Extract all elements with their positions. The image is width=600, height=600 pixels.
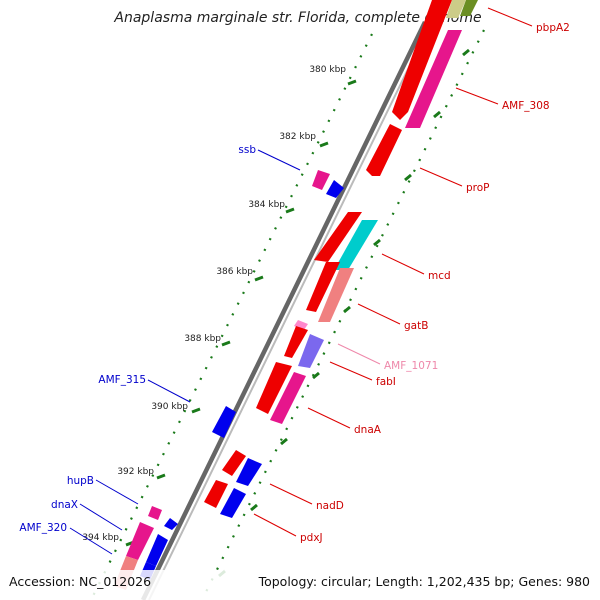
gene-prop-feature (366, 124, 402, 176)
position-label-390: 390 kbp (151, 402, 188, 412)
position-label-382: 382 kbp (279, 132, 316, 142)
gene-label-hupb[interactable]: hupB (67, 475, 94, 487)
gene-hupb-feature (148, 506, 162, 520)
gene-pdxj-feature (204, 480, 228, 508)
gene-label-pbpa2[interactable]: pbpA2 (536, 22, 570, 34)
gene-label-fabi[interactable]: fabI (376, 376, 396, 388)
gene-pbpa2-feature (460, 0, 478, 16)
orf-feature-3 (306, 262, 340, 312)
genome-backbone (140, 21, 428, 600)
gene-gatb-feature (318, 268, 354, 322)
position-label-384: 384 kbp (248, 200, 285, 210)
position-label-388: 388 kbp (184, 334, 221, 344)
gene-amf1071-feature (294, 320, 308, 330)
gene-label-prop[interactable]: proP (466, 182, 490, 194)
gene-label-dnaa[interactable]: dnaA (354, 424, 382, 436)
gene-label-amf1071[interactable]: AMF_1071 (384, 360, 438, 372)
position-label-394: 394 kbp (82, 533, 119, 543)
gene-label-gatb[interactable]: gatB (404, 320, 428, 332)
orf-feature-4 (284, 326, 308, 358)
gene-fabi-feature (298, 334, 324, 368)
gene-pdxj-feature-2 (220, 488, 246, 518)
right-leader-lines (253, 7, 533, 537)
orf-feature-2 (314, 212, 362, 262)
footer-bar (0, 570, 600, 600)
left-leader-lines (69, 149, 301, 555)
genome-summary-text: Topology: circular; Length: 1,202,435 bp… (258, 574, 590, 589)
gene-amf315-feature (212, 406, 236, 438)
gene-amf320-feature-2 (146, 534, 168, 566)
genome-backbone-highlight (148, 21, 432, 600)
gene-amf320-feature (126, 522, 154, 560)
accession-text: Accession: NC_012026 (9, 574, 151, 589)
gene-label-amf320[interactable]: AMF_320 (19, 522, 67, 534)
gene-label-dnax[interactable]: dnaX (51, 499, 78, 511)
gene-amf308-feature (405, 30, 462, 128)
gene-label-mcd[interactable]: mcd (428, 270, 451, 282)
position-label-386: 386 kbp (216, 267, 253, 277)
gene-label-ssb[interactable]: ssb (238, 144, 256, 156)
gene-pbpa2-feature-light (446, 0, 466, 18)
gene-nadd-feature (222, 450, 246, 476)
orf-feature (392, 0, 452, 120)
inner-ring-ticks (218, 48, 470, 578)
map-title: Anaplasma marginale str. Florida, comple… (113, 10, 481, 26)
gene-dnaa-feature (256, 362, 292, 414)
gene-label-amf308[interactable]: AMF_308 (502, 100, 550, 112)
gene-nadd-feature-2 (236, 458, 262, 486)
gene-label-amf315[interactable]: AMF_315 (98, 374, 146, 386)
leader-amf1071 (337, 343, 381, 365)
gene-dnax-feature (164, 518, 178, 530)
gene-ssb-feature-2 (326, 180, 344, 198)
gene-label-nadd[interactable]: nadD (316, 500, 344, 512)
position-label-380: 380 kbp (309, 65, 346, 75)
gene-ssb-feature (312, 170, 330, 190)
gene-label-pdxj[interactable]: pdxJ (300, 532, 323, 544)
position-label-392: 392 kbp (117, 467, 154, 477)
inner-dotted-ring (201, 29, 485, 600)
gene-mcd-feature (334, 220, 378, 270)
position-ticks (125, 79, 357, 547)
gene-dnaa-feature-2 (270, 372, 306, 424)
